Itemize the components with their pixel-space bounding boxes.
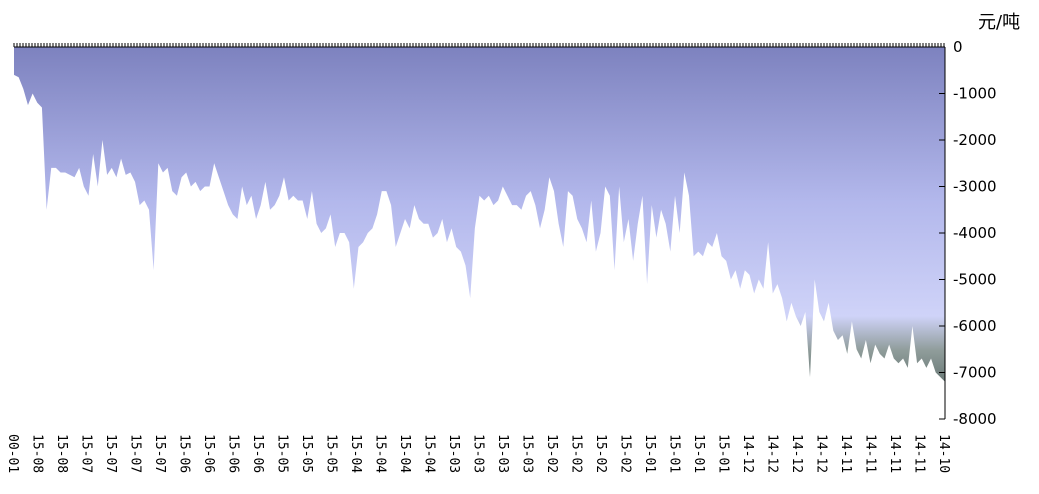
x-tick-label: 15-05: [299, 434, 314, 473]
x-tick-label: 14-12: [765, 434, 780, 473]
x-tick-label: 15-02: [593, 434, 608, 473]
x-tick-label: 00-01: [5, 434, 20, 473]
x-tick-label: 15-03: [495, 434, 510, 473]
y-tick-label: -8000: [953, 410, 997, 428]
x-tick-label: 15-08: [30, 434, 45, 473]
y-tick-label: -7000: [953, 364, 997, 382]
top-axis-ticks: [13, 43, 945, 47]
y-tick-label: -4000: [953, 224, 997, 242]
x-tick-label: 14-10: [936, 434, 951, 473]
x-tick-label: 15-01: [642, 434, 657, 473]
x-tick-label: 14-11: [863, 434, 878, 473]
x-tick-label: 15-03: [446, 434, 461, 473]
x-tick-label: 14-12: [814, 434, 829, 473]
x-tick-label: 15-06: [250, 434, 265, 473]
area-series: [14, 47, 945, 382]
x-tick-label: 15-05: [324, 434, 339, 473]
x-tick-label: 15-01: [667, 434, 682, 473]
x-tick-label: 15-04: [348, 434, 363, 473]
x-tick-label: 15-04: [422, 434, 437, 473]
unit-label: 元/吨: [978, 12, 1021, 33]
x-tick-label: 15-07: [128, 434, 143, 473]
x-tick-label: 14-12: [789, 434, 804, 473]
x-tick-label: 15-06: [201, 434, 216, 473]
x-tick-label: 14-12: [740, 434, 755, 473]
x-tick-label: 14-11: [838, 434, 853, 473]
x-tick-label: 14-11: [912, 434, 927, 473]
x-tick-label: 15-04: [397, 434, 412, 473]
x-tick-label: 15-06: [226, 434, 241, 473]
x-tick-label: 15-07: [79, 434, 94, 473]
y-tick-label: -6000: [953, 317, 997, 335]
x-tick-label: 15-02: [569, 434, 584, 473]
x-tick-label: 15-02: [544, 434, 559, 473]
x-tick-label: 15-06: [177, 434, 192, 473]
x-tick-label: 15-08: [54, 434, 69, 473]
x-tick-label: 15-01: [716, 434, 731, 473]
x-tick-label: 15-03: [520, 434, 535, 473]
x-tick-label: 15-03: [471, 434, 486, 473]
x-tick-label: 14-11: [887, 434, 902, 473]
x-tick-label: 15-01: [691, 434, 706, 473]
x-tick-label: 15-04: [373, 434, 388, 473]
y-tick-label: -3000: [953, 178, 997, 196]
x-tick-label: 15-07: [152, 434, 167, 473]
x-tick-label: 15-02: [618, 434, 633, 473]
y-tick-label: 0: [953, 38, 963, 56]
x-tick-label: 15-05: [275, 434, 290, 473]
y-tick-label: -1000: [953, 85, 997, 103]
y-tick-label: -2000: [953, 131, 997, 149]
x-tick-label: 15-07: [103, 434, 118, 473]
y-tick-label: -5000: [953, 271, 997, 289]
